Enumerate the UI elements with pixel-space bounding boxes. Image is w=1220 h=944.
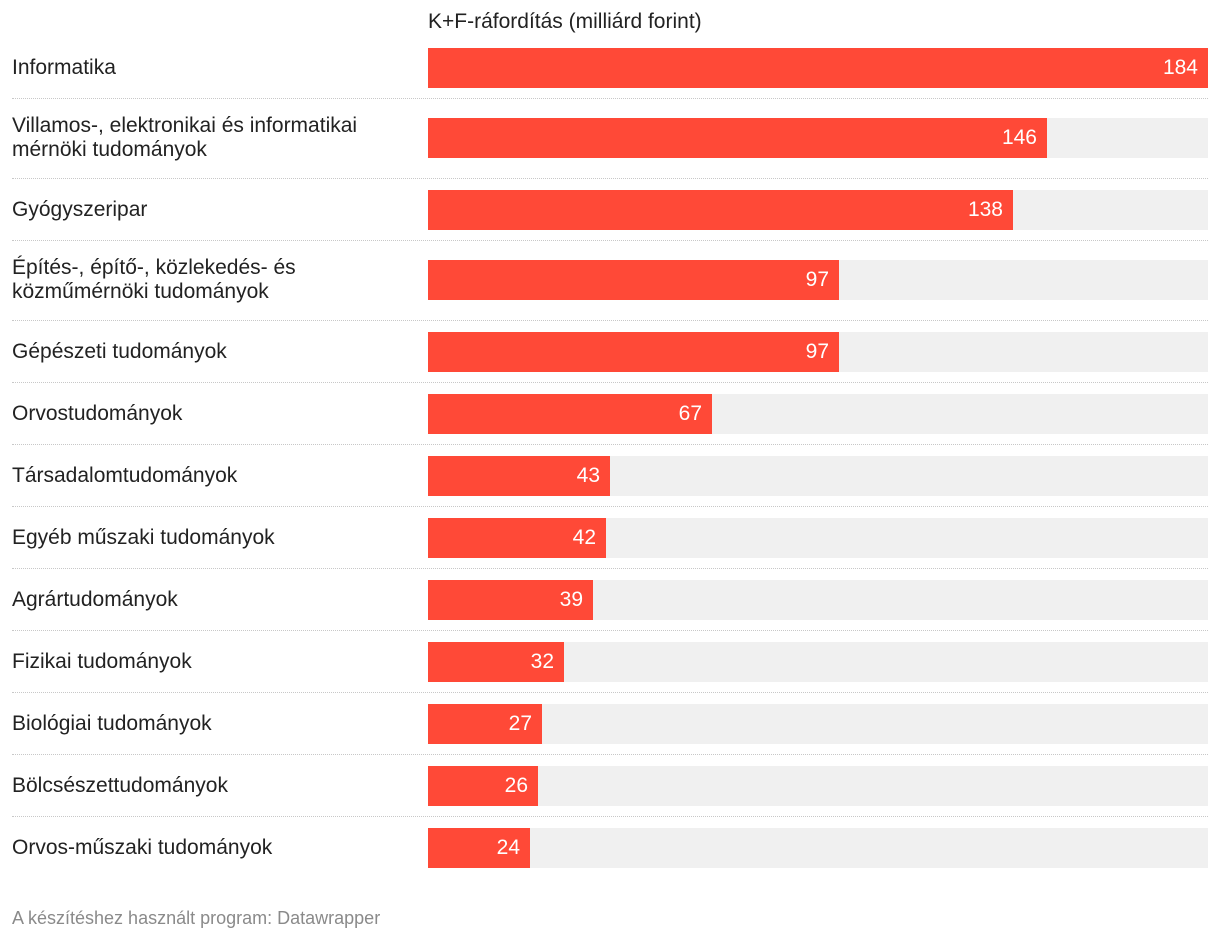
- row-separator: [12, 240, 1208, 241]
- bar: 39: [428, 580, 593, 620]
- bar-track: 67: [428, 394, 1208, 434]
- bar-track: 42: [428, 518, 1208, 558]
- row-separator: [12, 506, 1208, 507]
- bar-track: 32: [428, 642, 1208, 682]
- category-label: Biológiai tudományok: [12, 712, 212, 735]
- bar-value-label: 146: [1001, 126, 1037, 149]
- column-title: K+F-ráfordítás (milliárd forint): [428, 10, 702, 33]
- category-label: Gyógyszeripar: [12, 198, 148, 221]
- category-label: Fizikai tudományok: [12, 650, 192, 673]
- bar-value-label: 27: [508, 712, 532, 735]
- category-label: Bölcsészettudományok: [12, 774, 228, 797]
- bar-row: Egyéb műszaki tudományok 42: [12, 518, 1208, 558]
- bar-row: Gyógyszeripar 138: [12, 190, 1208, 230]
- bar-row: Bölcsészettudományok 26: [12, 766, 1208, 806]
- category-label: Orvos-műszaki tudományok: [12, 836, 273, 859]
- bar-track: 24: [428, 828, 1208, 868]
- category-label: Orvostudományok: [12, 402, 183, 425]
- bar-track: 97: [428, 260, 1208, 300]
- row-separator: [12, 816, 1208, 817]
- bar-value-label: 97: [805, 340, 829, 363]
- bar: 32: [428, 642, 564, 682]
- row-separator: [12, 630, 1208, 631]
- row-separator: [12, 320, 1208, 321]
- bar-row: Építés-, építő-, közlekedés- és közműmér…: [12, 256, 1208, 303]
- bar-value-label: 138: [967, 198, 1003, 221]
- category-label: Egyéb műszaki tudományok: [12, 526, 275, 549]
- bar: 43: [428, 456, 610, 496]
- category-label: Informatika: [12, 56, 116, 79]
- bar-track: 39: [428, 580, 1208, 620]
- bar-value-label: 24: [496, 836, 520, 859]
- row-separator: [12, 178, 1208, 179]
- bar-row: Villamos-, elektronikai és informatikai …: [12, 114, 1208, 161]
- bar: 24: [428, 828, 530, 868]
- category-label: Társadalomtudományok: [12, 464, 238, 487]
- bar: 97: [428, 332, 839, 372]
- bar-value-label: 97: [805, 268, 829, 291]
- bar-value-label: 32: [530, 650, 554, 673]
- credit-footer: A készítéshez használt program: Datawrap…: [12, 908, 381, 928]
- bar-track: 146: [428, 118, 1208, 158]
- bar-value-label: 184: [1162, 56, 1198, 79]
- row-separator: [12, 98, 1208, 99]
- row-separator: [12, 382, 1208, 383]
- bar: 97: [428, 260, 839, 300]
- bar: 184: [428, 48, 1208, 88]
- bar-value-label: 67: [678, 402, 702, 425]
- bar-row: Informatika 184: [12, 48, 1208, 88]
- bar-row: Fizikai tudományok 32: [12, 642, 1208, 682]
- bar-row: Orvostudományok 67: [12, 394, 1208, 434]
- bar-value-label: 42: [572, 526, 596, 549]
- bar-value-label: 43: [576, 464, 600, 487]
- bar-track: 97: [428, 332, 1208, 372]
- bar-value-label: 26: [504, 774, 528, 797]
- category-label: Építés-, építő-, közlekedés- és közműmér…: [12, 256, 296, 303]
- bar-track: 26: [428, 766, 1208, 806]
- bar-value-label: 39: [559, 588, 583, 611]
- category-label: Gépészeti tudományok: [12, 340, 227, 363]
- bar-row: Biológiai tudományok 27: [12, 704, 1208, 744]
- bar-row: Agrártudományok 39: [12, 580, 1208, 620]
- row-separator: [12, 444, 1208, 445]
- bar: 27: [428, 704, 542, 744]
- bar-track: 27: [428, 704, 1208, 744]
- row-separator: [12, 754, 1208, 755]
- bar-track: 184: [428, 48, 1208, 88]
- bar-track: 138: [428, 190, 1208, 230]
- bar-row: Orvos-műszaki tudományok 24: [12, 828, 1208, 868]
- bar-track: 43: [428, 456, 1208, 496]
- bar: 42: [428, 518, 606, 558]
- bar: 67: [428, 394, 712, 434]
- bar-row: Gépészeti tudományok 97: [12, 332, 1208, 372]
- bar: 146: [428, 118, 1047, 158]
- category-label: Villamos-, elektronikai és informatikai …: [12, 114, 358, 161]
- bar: 26: [428, 766, 538, 806]
- row-separator: [12, 568, 1208, 569]
- category-label: Agrártudományok: [12, 588, 178, 611]
- bar-row: Társadalomtudományok 43: [12, 456, 1208, 496]
- bar: 138: [428, 190, 1013, 230]
- row-separator: [12, 692, 1208, 693]
